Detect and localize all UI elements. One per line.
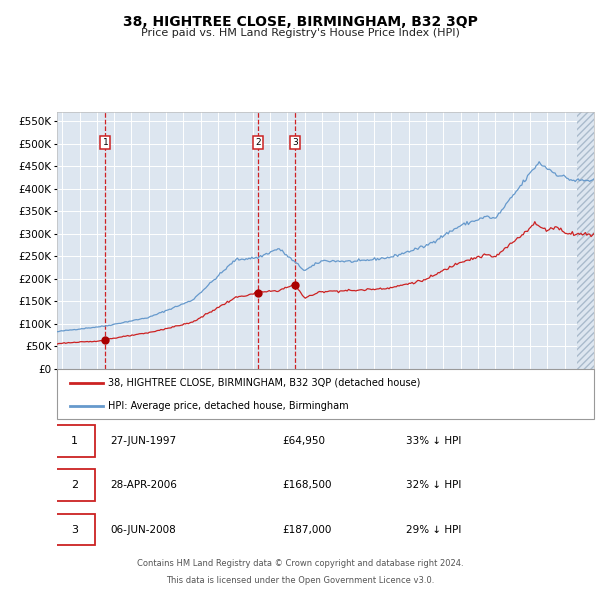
Text: 2: 2 bbox=[71, 480, 78, 490]
FancyBboxPatch shape bbox=[55, 470, 95, 501]
Text: 38, HIGHTREE CLOSE, BIRMINGHAM, B32 3QP: 38, HIGHTREE CLOSE, BIRMINGHAM, B32 3QP bbox=[122, 15, 478, 29]
Text: 3: 3 bbox=[292, 138, 298, 148]
Text: 1: 1 bbox=[71, 436, 78, 446]
Text: £187,000: £187,000 bbox=[283, 525, 332, 535]
Text: 27-JUN-1997: 27-JUN-1997 bbox=[111, 436, 177, 446]
FancyBboxPatch shape bbox=[57, 369, 594, 419]
FancyBboxPatch shape bbox=[55, 425, 95, 457]
Text: 3: 3 bbox=[71, 525, 78, 535]
Text: £168,500: £168,500 bbox=[283, 480, 332, 490]
Text: 29% ↓ HPI: 29% ↓ HPI bbox=[406, 525, 461, 535]
Text: 32% ↓ HPI: 32% ↓ HPI bbox=[406, 480, 461, 490]
Bar bbox=[577, 112, 594, 369]
Text: This data is licensed under the Open Government Licence v3.0.: This data is licensed under the Open Gov… bbox=[166, 576, 434, 585]
Text: £64,950: £64,950 bbox=[283, 436, 326, 446]
Text: 28-APR-2006: 28-APR-2006 bbox=[111, 480, 178, 490]
Text: 06-JUN-2008: 06-JUN-2008 bbox=[111, 525, 176, 535]
Text: Contains HM Land Registry data © Crown copyright and database right 2024.: Contains HM Land Registry data © Crown c… bbox=[137, 559, 463, 568]
Text: 1: 1 bbox=[103, 138, 108, 148]
FancyBboxPatch shape bbox=[55, 513, 95, 545]
Text: 33% ↓ HPI: 33% ↓ HPI bbox=[406, 436, 461, 446]
Text: Price paid vs. HM Land Registry's House Price Index (HPI): Price paid vs. HM Land Registry's House … bbox=[140, 28, 460, 38]
Text: HPI: Average price, detached house, Birmingham: HPI: Average price, detached house, Birm… bbox=[108, 401, 349, 411]
Text: 2: 2 bbox=[256, 138, 261, 148]
Text: 38, HIGHTREE CLOSE, BIRMINGHAM, B32 3QP (detached house): 38, HIGHTREE CLOSE, BIRMINGHAM, B32 3QP … bbox=[108, 378, 421, 388]
